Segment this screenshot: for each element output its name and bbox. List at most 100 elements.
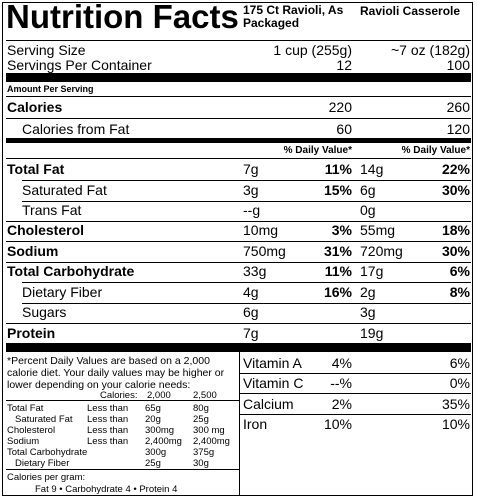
footnote-row-name: Cholesterol bbox=[7, 425, 56, 436]
footnote-cal-2000: 2,000 bbox=[147, 390, 171, 401]
divider bbox=[6, 469, 239, 470]
nutrient-label: Total Fat bbox=[7, 161, 65, 177]
footnote-row-name: Saturated Fat bbox=[15, 414, 73, 425]
nutrient-amount-col2: 17g bbox=[360, 263, 384, 279]
dv-header-col2: % Daily Value* bbox=[401, 145, 470, 156]
footnote-row-name: Total Fat bbox=[7, 403, 44, 414]
vitamin-label: Calcium bbox=[243, 396, 294, 412]
calories-col1: 220 bbox=[328, 99, 352, 115]
footnote-row-value-2000: 2,400mg bbox=[145, 436, 182, 447]
vitamin-col2: 0% bbox=[449, 375, 470, 391]
nutrient-amount-col1: 33g bbox=[243, 263, 267, 279]
nutrient-amount-col1: --g bbox=[243, 202, 261, 218]
calories-from-fat-col2: 120 bbox=[446, 121, 470, 137]
nutrient-dv-col2: 6% bbox=[449, 263, 470, 279]
footnote-row-value-2000: 300g bbox=[145, 447, 167, 458]
divider bbox=[6, 40, 471, 41]
calories-label: Calories bbox=[7, 99, 63, 115]
nutrient-dv-col2: 8% bbox=[449, 284, 470, 300]
footnote-row-comparator: Less than bbox=[87, 425, 129, 436]
serving-size-col2: ~7 oz (182g) bbox=[391, 42, 470, 58]
footnote-row-value-2500: 25g bbox=[193, 414, 209, 425]
servings-per-container-col1: 12 bbox=[336, 57, 352, 73]
footnote-row-name: Total Carbohydrate bbox=[7, 447, 88, 458]
nutrient-amount-col2: 14g bbox=[360, 161, 384, 177]
nutrient-label: Trans Fat bbox=[22, 202, 82, 218]
divider bbox=[6, 400, 239, 401]
divider bbox=[240, 393, 471, 394]
nutrient-amount-col1: 6g bbox=[243, 304, 259, 320]
dv-header-col1: % Daily Value* bbox=[283, 145, 352, 156]
vitamin-col1: 4% bbox=[331, 355, 352, 371]
nutrient-dv-col2: 30% bbox=[441, 243, 470, 259]
vitamin-col1: 10% bbox=[323, 416, 352, 432]
divider bbox=[6, 96, 471, 97]
calories-col2: 260 bbox=[446, 99, 470, 115]
footnote-row-value-2500: 375g bbox=[193, 447, 215, 458]
footnote-row-comparator: Less than bbox=[87, 436, 129, 447]
footnote-row-value-2500: 2,400mg bbox=[193, 436, 230, 447]
footnote-row-value-2000: 300mg bbox=[145, 425, 175, 436]
amount-per-serving: Amount Per Serving bbox=[7, 84, 94, 94]
nutrient-dv-col1: 3% bbox=[331, 222, 352, 238]
nutrient-amount-col2: 19g bbox=[360, 325, 384, 341]
nutrient-amount-col2: 55mg bbox=[360, 222, 396, 238]
footnote-row-value-2500: 300 mg bbox=[193, 425, 225, 436]
divider bbox=[6, 118, 471, 119]
vitamin-col1: 2% bbox=[331, 396, 352, 412]
divider bbox=[240, 414, 471, 415]
nutrient-amount-col1: 4g bbox=[243, 284, 259, 300]
serving-size-col1: 1 cup (255g) bbox=[273, 42, 352, 58]
vitamin-col1: --% bbox=[330, 375, 352, 391]
vitamin-label: Iron bbox=[243, 416, 268, 432]
nutrient-amount-col2: 0g bbox=[360, 202, 376, 218]
nutrient-label: Dietary Fiber bbox=[22, 284, 103, 300]
divider bbox=[22, 303, 471, 304]
thick-divider bbox=[6, 73, 471, 82]
nutrient-amount-col1: 7g bbox=[243, 161, 259, 177]
nutrient-amount-col2: 720mg bbox=[360, 243, 403, 259]
divider bbox=[22, 180, 471, 181]
nutrient-dv-col1: 11% bbox=[324, 161, 352, 177]
footnote-row-comparator: Less than bbox=[87, 403, 129, 414]
nutrient-dv-col2: 30% bbox=[441, 182, 470, 198]
vitamin-col2: 6% bbox=[449, 355, 470, 371]
divider bbox=[6, 241, 471, 242]
column2-name: Ravioli Casserole bbox=[360, 4, 461, 18]
footnote-text: *Percent Daily Values are based on a 2,0… bbox=[7, 355, 225, 391]
vertical-divider bbox=[239, 352, 240, 496]
footnote-row-comparator: Less than bbox=[87, 414, 129, 425]
calories-from-fat-col1: 60 bbox=[336, 121, 352, 137]
nutrient-dv-col2: 22% bbox=[441, 161, 470, 177]
vitamin-label: Vitamin C bbox=[243, 375, 304, 391]
nutrient-label: Sodium bbox=[7, 243, 59, 259]
divider bbox=[240, 373, 471, 374]
label-title: Nutrition Facts bbox=[6, 0, 239, 35]
nutrient-label: Total Carbohydrate bbox=[7, 263, 135, 279]
vitamin-col2: 35% bbox=[441, 396, 470, 412]
divider bbox=[22, 201, 471, 202]
footnote-row-value-2000: 25g bbox=[145, 458, 161, 469]
nutrient-label: Protein bbox=[7, 325, 56, 341]
footnote-row-name: Sodium bbox=[7, 436, 40, 447]
nutrient-dv-col2: 18% bbox=[441, 222, 470, 238]
calories-from-fat-label: Calories from Fat bbox=[22, 121, 130, 137]
footnote-row-value-2500: 30g bbox=[193, 458, 209, 469]
vitamin-col2: 10% bbox=[441, 416, 470, 432]
column1-name: 175 Ct Ravioli, As Packaged bbox=[243, 3, 344, 30]
nutrient-amount-col2: 3g bbox=[360, 304, 376, 320]
footnote-cal-2500: 2,500 bbox=[193, 390, 217, 401]
macros-per-gram: Fat 9 • Carbohydrate 4 • Protein 4 bbox=[35, 484, 178, 495]
thick-divider bbox=[6, 138, 471, 143]
divider bbox=[6, 158, 471, 159]
nutrient-amount-col1: 10mg bbox=[243, 222, 279, 238]
nutrient-amount-col1: 3g bbox=[243, 182, 259, 198]
divider bbox=[6, 221, 471, 222]
nutrient-dv-col1: 31% bbox=[323, 243, 352, 259]
nutrition-label bbox=[2, 2, 473, 496]
nutrient-dv-col1: 11% bbox=[324, 263, 352, 279]
nutrient-label: Cholesterol bbox=[7, 222, 85, 238]
footnote-row-name: Dietary Fiber bbox=[15, 458, 70, 469]
footnote-row-value-2000: 20g bbox=[145, 414, 161, 425]
servings-per-container-label: Servings Per Container bbox=[7, 57, 152, 73]
